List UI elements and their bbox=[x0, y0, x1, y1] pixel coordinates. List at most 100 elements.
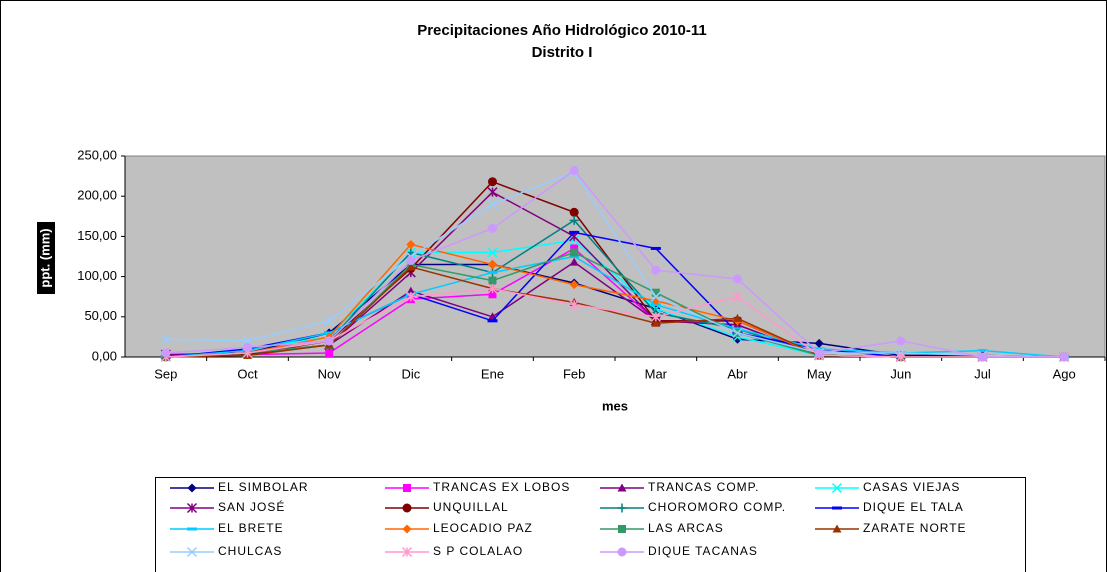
y-axis-label: ppt. (mm) bbox=[37, 228, 52, 287]
data-point bbox=[488, 276, 497, 285]
x-tick-label: Abr bbox=[727, 366, 748, 381]
x-tick-label: Mar bbox=[645, 366, 668, 381]
legend-marker bbox=[831, 482, 843, 494]
data-point bbox=[732, 327, 743, 338]
data-point bbox=[569, 257, 579, 266]
legend-marker bbox=[187, 483, 197, 493]
legend-label: UNQUILLAL bbox=[433, 500, 509, 514]
legend-marker bbox=[402, 524, 412, 534]
data-point bbox=[406, 256, 416, 266]
x-axis-label: mes bbox=[602, 398, 628, 413]
data-point bbox=[650, 291, 661, 302]
data-point bbox=[569, 215, 579, 225]
legend-label: LAS ARCAS bbox=[648, 521, 724, 535]
data-point bbox=[569, 299, 580, 310]
data-point bbox=[488, 177, 497, 187]
y-tick-label: 150,00 bbox=[77, 228, 117, 243]
data-point bbox=[406, 286, 416, 295]
x-tick-label: Ago bbox=[1053, 366, 1076, 381]
data-point bbox=[1059, 352, 1069, 362]
chart-subtitle: Distrito I bbox=[532, 44, 593, 61]
y-tick-label: 50,00 bbox=[84, 308, 117, 323]
data-point bbox=[406, 239, 416, 249]
data-point bbox=[487, 199, 498, 210]
y-tick-label: 0,00 bbox=[92, 348, 117, 363]
data-point bbox=[324, 315, 335, 326]
x-tick-label: Ene bbox=[481, 366, 504, 381]
legend-label: S P COLALAO bbox=[433, 544, 523, 558]
legend-label: CHOROMORO COMP. bbox=[648, 500, 786, 514]
data-point bbox=[895, 351, 906, 363]
legend-label: DIQUE TACANAS bbox=[648, 544, 758, 558]
data-point bbox=[160, 334, 171, 345]
data-point bbox=[814, 338, 824, 348]
data-point bbox=[570, 244, 579, 253]
data-point bbox=[569, 207, 579, 217]
data-point bbox=[487, 187, 498, 198]
legend-box bbox=[155, 477, 1026, 572]
data-point bbox=[896, 336, 906, 346]
data-point bbox=[651, 265, 661, 275]
x-tick-label: Jul bbox=[974, 366, 991, 381]
legend-label: CHULCAS bbox=[218, 544, 282, 558]
series-line bbox=[165, 171, 1065, 358]
series-line bbox=[165, 169, 1065, 358]
legend-marker bbox=[401, 546, 413, 558]
legend-marker bbox=[617, 503, 627, 513]
data-point bbox=[487, 247, 498, 258]
y-tick-label: 100,00 bbox=[77, 268, 117, 283]
legend-marker bbox=[618, 525, 626, 533]
x-tick-label: May bbox=[807, 366, 832, 381]
data-point bbox=[487, 283, 498, 294]
data-point bbox=[405, 291, 416, 302]
series-line bbox=[165, 287, 1065, 358]
data-point bbox=[243, 342, 252, 352]
data-point bbox=[488, 290, 497, 299]
legend-label: EL SIMBOLAR bbox=[218, 480, 309, 494]
chart-title: Precipitaciones Año Hidrológico 2010-11 bbox=[417, 22, 707, 39]
legend-label: CASAS VIEJAS bbox=[863, 480, 960, 494]
data-point bbox=[569, 165, 579, 175]
data-point bbox=[733, 274, 742, 284]
data-point bbox=[733, 313, 742, 322]
data-point bbox=[651, 318, 661, 327]
data-point bbox=[324, 336, 334, 346]
data-point bbox=[242, 335, 253, 346]
data-point bbox=[488, 223, 497, 233]
x-tick-label: Oct bbox=[237, 366, 258, 381]
x-tick-label: Dic bbox=[401, 366, 420, 381]
legend-label: ZARATE NORTE bbox=[863, 521, 967, 535]
legend-label: SAN JOSÉ bbox=[218, 499, 285, 514]
y-label-box bbox=[37, 222, 55, 294]
x-tick-label: Sep bbox=[154, 366, 177, 381]
legend-marker bbox=[617, 547, 627, 557]
plot-area bbox=[124, 155, 1106, 358]
legend-marker bbox=[832, 524, 842, 533]
data-point bbox=[814, 348, 824, 358]
legend-marker bbox=[402, 503, 412, 513]
data-point bbox=[978, 352, 987, 362]
data-point bbox=[569, 280, 579, 290]
data-point bbox=[488, 260, 497, 270]
y-tick-label: 200,00 bbox=[77, 188, 117, 203]
data-point bbox=[406, 262, 416, 271]
data-point bbox=[651, 288, 660, 297]
x-tick-label: Feb bbox=[563, 366, 585, 381]
series-line bbox=[165, 255, 1065, 358]
data-point bbox=[650, 311, 661, 322]
legend-label: TRANCAS COMP. bbox=[648, 480, 759, 494]
legend-marker bbox=[186, 502, 198, 514]
legend-marker bbox=[617, 483, 627, 492]
x-tick-label: Nov bbox=[318, 366, 342, 381]
x-tick-label: Jun bbox=[890, 366, 911, 381]
legend-label: LEOCADIO PAZ bbox=[433, 521, 533, 535]
data-point bbox=[570, 248, 579, 257]
legend-marker bbox=[186, 546, 198, 558]
legend-label: DIQUE EL TALA bbox=[863, 500, 964, 514]
legend-label: TRANCAS EX LOBOS bbox=[433, 480, 570, 494]
y-tick-label: 250,00 bbox=[77, 147, 117, 162]
data-point bbox=[161, 348, 171, 358]
data-point bbox=[325, 348, 334, 357]
data-point bbox=[732, 291, 743, 302]
